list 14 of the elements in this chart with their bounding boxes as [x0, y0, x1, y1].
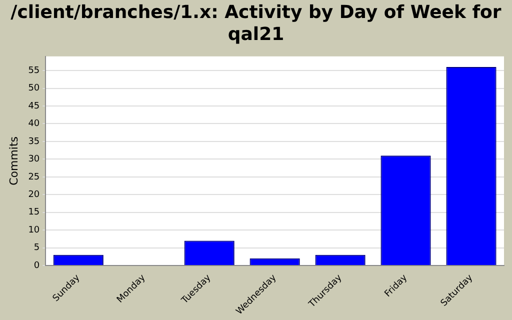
y-tick-label: 40	[28, 119, 40, 130]
y-tick-label: 55	[28, 66, 40, 76]
y-tick-label: 15	[28, 208, 40, 218]
y-axis-title: Commits	[7, 136, 20, 186]
y-tick-label: 45	[28, 101, 40, 112]
y-tick-label: 0	[34, 260, 40, 271]
y-tick-label: 50	[28, 84, 40, 94]
y-tick-label: 30	[28, 154, 40, 165]
y-tick-label: 10	[28, 225, 40, 236]
y-tick-label: 25	[28, 172, 40, 182]
chart-title: /client/branches/1.x: Activity by Day of Week for qal21	[10, 1, 502, 47]
y-tick-label: 35	[28, 136, 40, 147]
y-tick-label: 20	[28, 190, 40, 200]
y-tick-label: 5	[34, 243, 40, 254]
